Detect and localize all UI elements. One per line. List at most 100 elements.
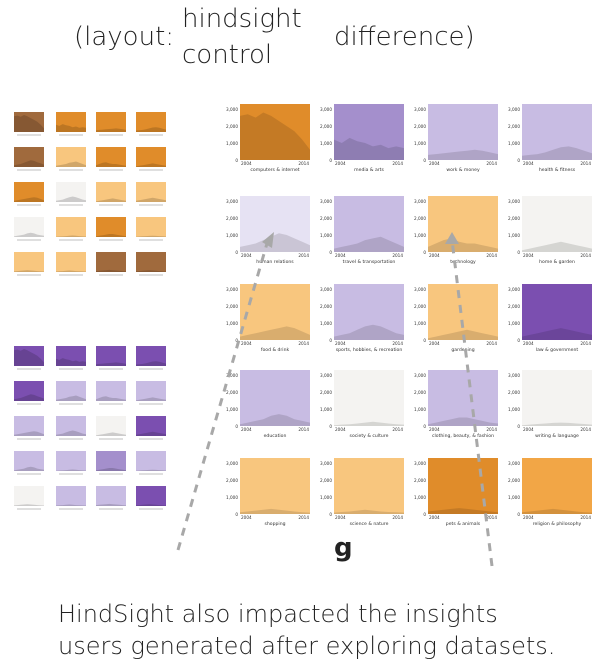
y-tick-label: 1,000 — [508, 233, 520, 238]
y-tick-label: 1,000 — [508, 495, 520, 500]
y-tick-label: 0 — [329, 512, 332, 517]
x-tick-label: 2014 — [298, 161, 309, 166]
mini-panel-background — [56, 486, 86, 506]
hindsight-mini-17 — [56, 252, 86, 276]
panel-6: 0 1,000 2,000 3,000 2004 2014 technology — [414, 196, 498, 265]
hindsight-mini-19 — [136, 252, 166, 276]
mini-area-series — [136, 127, 166, 132]
hindsight-mini-6 — [96, 147, 126, 171]
control-mini-12 — [14, 451, 44, 475]
mini-panel-background — [14, 416, 44, 436]
panel-1: 0 1,000 2,000 3,000 2004 2014 media & arts — [320, 104, 404, 173]
header-difference-label: difference) — [334, 22, 475, 52]
area-series — [334, 324, 404, 340]
mini-panel-background — [96, 112, 126, 132]
header-hindsight-label: hindsight — [182, 4, 302, 34]
area-series — [334, 509, 404, 514]
mini-panel-background — [56, 381, 86, 401]
control-mini-0 — [14, 346, 44, 370]
y-tick-label: 2,000 — [414, 124, 426, 129]
panel-label: shopping — [264, 521, 285, 527]
mini-area-series — [96, 128, 126, 132]
area-series — [240, 326, 310, 340]
y-tick-label: 2,000 — [508, 478, 520, 483]
mini-area-series — [96, 396, 126, 401]
y-tick-label: 0 — [423, 512, 426, 517]
mini-panel-background — [136, 381, 166, 401]
hindsight-mini-15 — [136, 217, 166, 241]
y-tick-label: 0 — [423, 424, 426, 429]
y-tick-label: 0 — [235, 158, 238, 163]
x-tick-label: 2004 — [429, 427, 440, 432]
x-tick-label: 2004 — [523, 515, 534, 520]
control-mini-17 — [56, 486, 86, 510]
x-tick-label: 2004 — [241, 515, 252, 520]
mini-panel-background — [136, 217, 166, 237]
mini-area-series — [56, 196, 86, 202]
y-tick-label: 0 — [235, 338, 238, 343]
mini-area-series — [136, 504, 166, 506]
y-tick-label: 1,000 — [320, 407, 332, 412]
y-tick-label: 2,000 — [226, 216, 238, 221]
mini-panel-background — [136, 252, 166, 272]
area-series — [240, 508, 310, 514]
hindsight-mini-7 — [136, 147, 166, 171]
x-tick-label: 2004 — [429, 253, 440, 258]
y-tick-label: 1,000 — [508, 321, 520, 326]
mini-panel-background — [14, 217, 44, 237]
panel-label: media & arts — [354, 167, 384, 173]
mini-area-series — [14, 394, 44, 401]
mini-area-series — [14, 466, 44, 471]
x-tick-label: 2004 — [429, 515, 440, 520]
y-tick-label: 1,000 — [320, 233, 332, 238]
x-tick-label: 2014 — [392, 253, 403, 258]
y-tick-label: 2,000 — [414, 216, 426, 221]
y-tick-label: 2,000 — [414, 304, 426, 309]
mini-panel-background — [96, 252, 126, 272]
mini-panel-background — [14, 451, 44, 471]
y-tick-label: 3,000 — [226, 107, 238, 112]
hindsight-mini-13 — [56, 217, 86, 241]
y-tick-label: 2,000 — [508, 216, 520, 221]
y-tick-label: 1,000 — [414, 495, 426, 500]
y-tick-label: 2,000 — [226, 390, 238, 395]
panel-label: law & government — [536, 347, 579, 353]
mini-panel-background — [56, 416, 86, 436]
hindsight-mini-4 — [14, 147, 44, 171]
panel-3: 0 1,000 2,000 3,000 2004 2014 health & fitness — [508, 104, 592, 173]
control-mini-10 — [96, 416, 126, 440]
y-tick-label: 3,000 — [414, 373, 426, 378]
mini-area-series — [56, 358, 86, 366]
x-tick-label: 2004 — [241, 427, 252, 432]
arrowhead-left — [262, 232, 274, 248]
y-tick-label: 0 — [423, 158, 426, 163]
x-tick-label: 2004 — [429, 341, 440, 346]
x-tick-label: 2014 — [580, 427, 591, 432]
mini-panel-background — [96, 416, 126, 436]
mini-area-series — [56, 235, 86, 237]
header-control-label: control — [182, 40, 273, 70]
y-tick-label: 2,000 — [414, 478, 426, 483]
mini-area-series — [96, 432, 126, 436]
x-tick-label: 2014 — [580, 341, 591, 346]
x-tick-label: 2004 — [523, 161, 534, 166]
x-tick-label: 2014 — [486, 427, 497, 432]
panel-background — [522, 458, 592, 514]
x-tick-label: 2014 — [392, 341, 403, 346]
y-tick-label: 2,000 — [320, 478, 332, 483]
y-tick-label: 3,000 — [320, 287, 332, 292]
panel-label: clothing, beauty, & fashion — [432, 433, 494, 439]
y-tick-label: 3,000 — [320, 107, 332, 112]
y-tick-label: 0 — [517, 512, 520, 517]
area-series — [334, 236, 404, 252]
hindsight-mini-12 — [14, 217, 44, 241]
y-tick-label: 0 — [235, 512, 238, 517]
y-tick-label: 2,000 — [414, 390, 426, 395]
x-tick-label: 2014 — [580, 515, 591, 520]
hindsight-mini-18 — [96, 252, 126, 276]
y-tick-label: 3,000 — [508, 461, 520, 466]
panel-12: 0 1,000 2,000 3,000 2004 2014 education — [226, 370, 310, 439]
